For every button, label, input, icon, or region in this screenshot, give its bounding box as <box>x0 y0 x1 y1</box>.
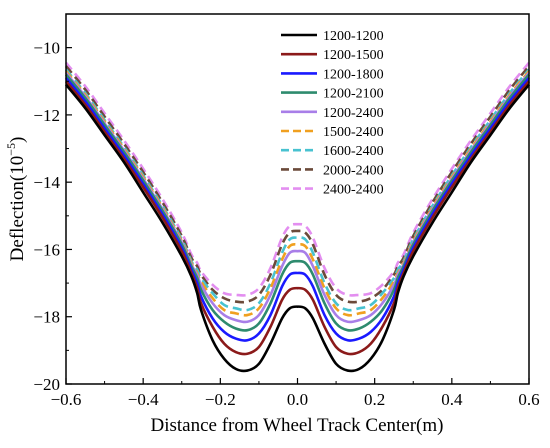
y-tick-label: −12 <box>33 106 60 125</box>
y-axis-label: Deflection(10−5) <box>4 137 28 262</box>
y-axis-label-close: ) <box>7 137 28 143</box>
x-tick-label: −0.6 <box>51 390 82 409</box>
legend: 1200-1200 1200-1500 1200-1800 1200-2100 1200… <box>281 29 384 198</box>
legend-label: 1200-1200 <box>323 29 384 44</box>
plot-frame <box>65 13 530 385</box>
legend-label: 1500-2400 <box>323 125 384 140</box>
y-axis-label-exponent: −5 <box>4 143 18 156</box>
x-tick-label: 0.4 <box>441 390 463 409</box>
series-line-1200-2100 <box>64 73 531 332</box>
x-tick-label: 0.2 <box>364 390 385 409</box>
y-axis-ticks: −20 −18 −16 −14 −12 −10 <box>33 39 72 394</box>
series-line-2000-2400 <box>64 65 531 304</box>
series-line-2400-2400 <box>64 61 531 297</box>
y-tick-label: −18 <box>33 308 60 327</box>
x-axis-label: Distance from Wheel Track Center(m) <box>150 415 443 436</box>
x-tick-label: 0.6 <box>518 390 539 409</box>
legend-label: 1600-2400 <box>323 144 384 159</box>
legend-label: 1200-1800 <box>323 67 384 82</box>
x-tick-label: 0.0 <box>287 390 308 409</box>
series-group <box>64 61 531 373</box>
y-axis-label-main: Deflection(10 <box>7 156 28 262</box>
x-tick-label: −0.4 <box>128 390 159 409</box>
y-tick-label: −10 <box>33 39 60 58</box>
series-line-1500-2400 <box>64 70 531 317</box>
legend-label: 1200-2100 <box>323 87 384 102</box>
series-line-1200-1800 <box>64 77 531 342</box>
series-line-1200-2400 <box>64 72 531 324</box>
series-line-1200-1500 <box>64 80 531 356</box>
legend-label: 2000-2400 <box>323 163 384 178</box>
legend-label: 2400-2400 <box>323 183 384 198</box>
y-tick-label: −20 <box>33 375 60 394</box>
x-axis-ticks: −0.6 −0.4 −0.2 0.0 0.2 0.4 0.6 <box>51 378 540 409</box>
x-tick-label: −0.2 <box>205 390 236 409</box>
legend-label: 1200-2400 <box>323 106 384 121</box>
y-tick-label: −14 <box>33 173 60 192</box>
series-line-1200-1200 <box>64 83 531 373</box>
y-tick-label: −16 <box>33 240 60 259</box>
legend-label: 1200-1500 <box>323 48 384 63</box>
